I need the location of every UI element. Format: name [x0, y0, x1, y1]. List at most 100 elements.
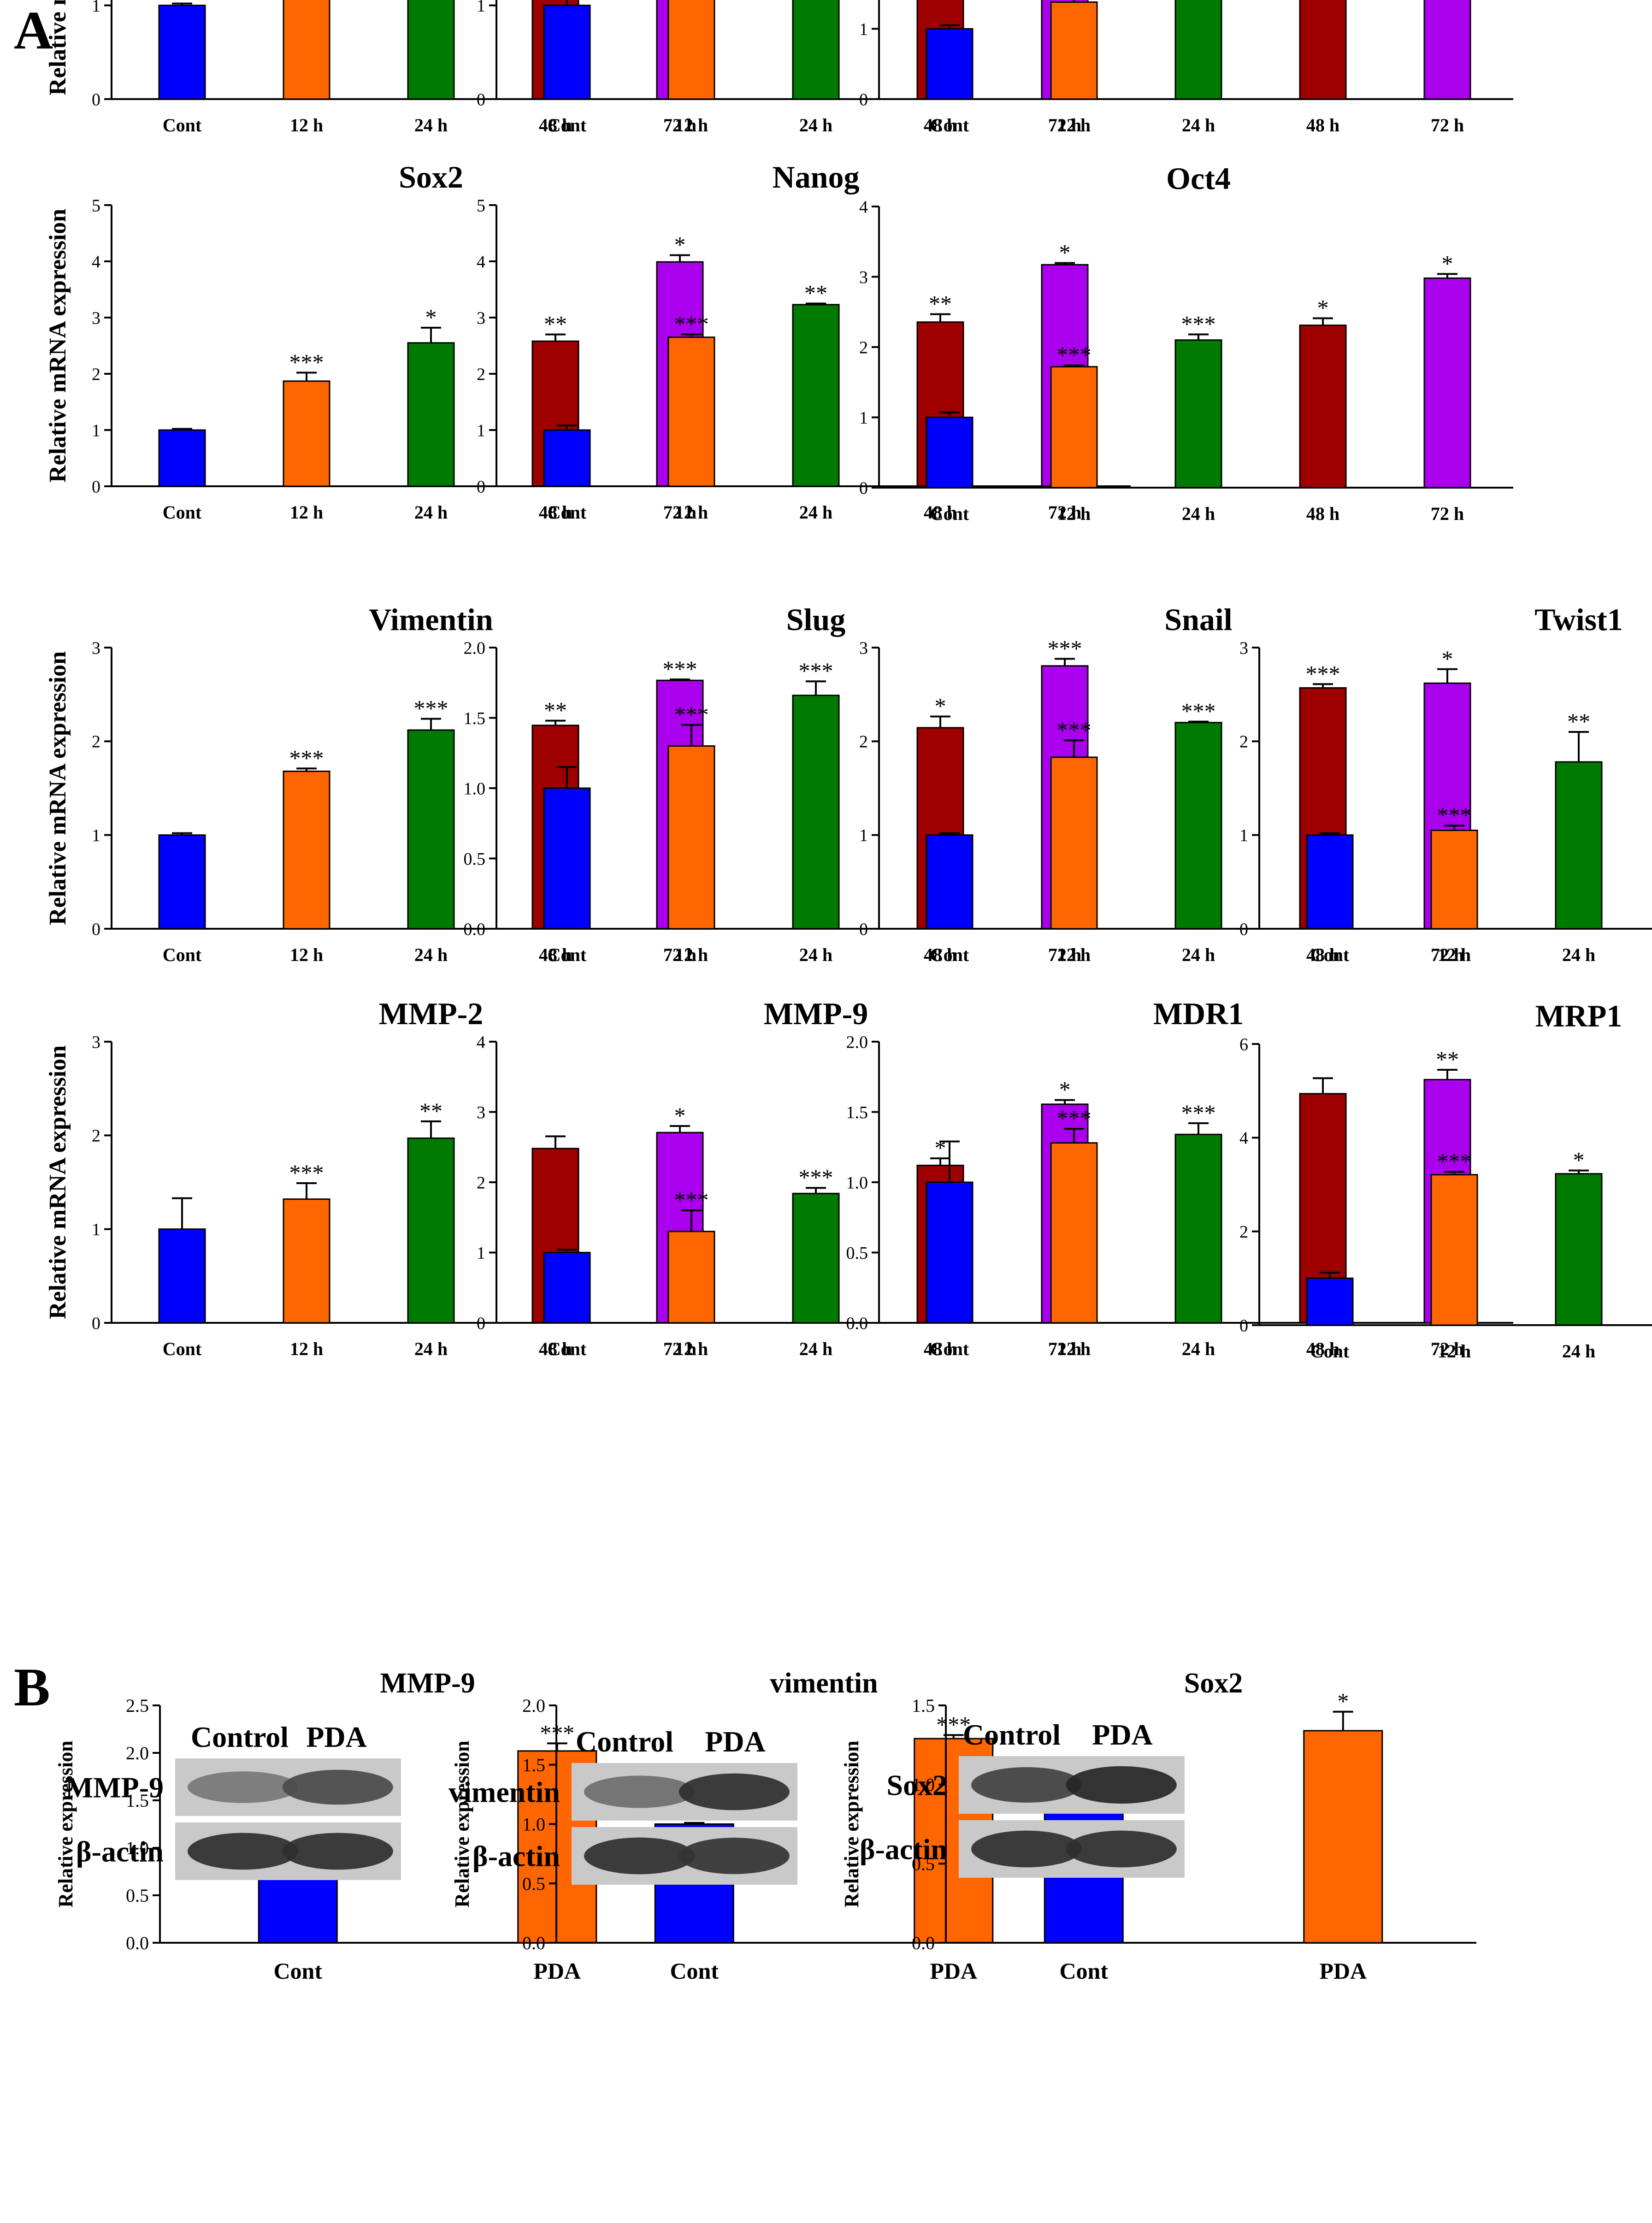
x-tick-label: 72 h: [663, 115, 696, 136]
y-tick-label: 0.5: [846, 1244, 868, 1263]
chart-9: Snail 0 1 2 3 Cont *** 12 h *** 24 h *** 48 h * 72 h: [859, 602, 1513, 965]
x-tick-label: 72 h: [1431, 1339, 1464, 1359]
panel-label-b: B: [14, 1657, 50, 1717]
x-tick-label: Cont: [1310, 1341, 1350, 1362]
bar-48h: [1299, 324, 1347, 489]
blot-3: Control PDA Sox2 β-actin: [860, 1718, 1185, 1878]
y-tick-label: 2: [1239, 732, 1248, 752]
y-tick-label: 4: [859, 197, 868, 217]
x-tick-label: 48 h: [539, 115, 572, 136]
y-tick-label: 1: [92, 1220, 100, 1239]
y-tick-label: 2: [92, 732, 100, 752]
chart-title: Vimentin: [369, 602, 493, 637]
y-tick-label: 0: [859, 90, 868, 109]
x-tick-label: 48 h: [1306, 115, 1339, 136]
x-tick-label: 48 h: [924, 115, 957, 136]
x-tick-label: Cont: [548, 1339, 587, 1359]
bar-24h: [792, 695, 840, 930]
y-tick-label: 3: [92, 638, 100, 658]
bar-cont: [543, 1252, 591, 1324]
bar-12h: [1430, 1174, 1478, 1326]
chart-title: MRP1: [1535, 998, 1622, 1033]
x-tick-label: 72 h: [1048, 944, 1081, 965]
y-tick-label: 1: [477, 0, 485, 16]
bar-24h: [1174, 0, 1222, 100]
significance-label: *: [425, 304, 437, 330]
bar-24h: [792, 304, 840, 487]
y-axis-label: Relative mRNA expression: [45, 0, 71, 95]
bar-12h: [667, 1231, 715, 1324]
y-tick-label: 5: [477, 196, 485, 215]
bar-12h: [667, 745, 715, 930]
x-tick-label: 72 h: [1048, 502, 1081, 523]
chart-title: Oct4: [1166, 161, 1231, 196]
y-tick-label: 1.5: [522, 1755, 545, 1775]
y-tick-label: 0: [92, 920, 100, 939]
bar-cont: [1306, 834, 1354, 930]
y-tick-label: 2: [1239, 1222, 1248, 1242]
y-tick-label: 0.0: [522, 1933, 545, 1953]
bar-cont: [926, 1181, 974, 1324]
y-axis-label: Relative expression: [54, 1740, 77, 1907]
y-tick-label: 0.5: [522, 1873, 545, 1894]
x-tick-label: 12 h: [1438, 944, 1471, 965]
y-tick-label: 4: [92, 252, 100, 271]
y-tick-label: 1: [92, 826, 100, 845]
x-tick-label: 72 h: [1048, 115, 1081, 136]
significance-label: ***: [414, 696, 448, 721]
y-tick-label: 1: [859, 20, 868, 39]
blot-row-label: MMP-9: [65, 1771, 164, 1804]
x-tick-label: 48 h: [1306, 944, 1339, 965]
blot-1: Control PDA MMP-9 β-actin: [65, 1721, 401, 1880]
x-tick-label: Cont: [930, 944, 969, 965]
y-tick-label: 0: [92, 90, 100, 109]
y-tick-label: 2: [859, 732, 868, 752]
blot-row-label: β-actin: [76, 1835, 164, 1868]
chart-title: MMP-2: [379, 996, 484, 1031]
x-tick-label: 72 h: [1431, 944, 1464, 965]
chart-title: MMP-9: [764, 996, 868, 1031]
x-tick-label: 48 h: [539, 1339, 572, 1359]
bar-12h: [1050, 756, 1098, 930]
significance-label: ***: [1181, 698, 1216, 724]
x-tick-label: 24 h: [1182, 503, 1215, 524]
bar-24h: [407, 1137, 455, 1324]
blot-row-label: β-actin: [472, 1840, 560, 1873]
y-tick-label: 1.0: [912, 1775, 935, 1795]
x-tick-label: 24 h: [799, 1339, 832, 1359]
bar-cont: [926, 417, 974, 489]
y-tick-label: 0.5: [126, 1885, 149, 1906]
x-tick-label: Cont: [670, 1958, 719, 1984]
significance-label: ***: [1181, 1100, 1216, 1126]
bar-12h: [1430, 830, 1478, 930]
y-tick-label: 2.0: [846, 1032, 868, 1052]
x-tick-label: Cont: [163, 115, 202, 136]
y-tick-label: 1.5: [126, 1790, 149, 1811]
x-tick-label: 72 h: [1431, 115, 1464, 136]
significance-label: *: [674, 232, 686, 258]
x-tick-label: 48 h: [1306, 1339, 1339, 1359]
x-tick-label: 48 h: [924, 502, 957, 523]
chart-title: Sox2: [399, 159, 463, 195]
chart-7: Vimentin 0 1 2 3 Relative mRNA expression Cont…: [45, 602, 746, 965]
y-tick-label: 0: [1239, 1316, 1248, 1335]
x-tick-label: Cont: [163, 502, 202, 523]
chart-title: Nanog: [773, 159, 860, 195]
y-tick-label: 1: [92, 421, 100, 440]
x-tick-label: Cont: [548, 944, 587, 965]
x-tick-label: 72 h: [663, 1339, 696, 1359]
bar-24h: [792, 0, 840, 100]
chart-2: CD1170123Cont***12 h***24 h*48 h**72 h: [477, 0, 1131, 136]
significance-label: ***: [936, 1711, 971, 1737]
chart-1: CD440123Relative mRNA expressionCont***1…: [45, 0, 746, 136]
x-tick-label: Cont: [163, 944, 202, 965]
chart-title: Snail: [1164, 602, 1232, 637]
x-tick-label: 24 h: [1182, 115, 1215, 136]
y-tick-label: 4: [477, 252, 485, 271]
y-tick-label: 1.5: [464, 709, 486, 728]
bar-24h: [792, 1192, 840, 1324]
western-blots: Control PDA MMP-9 β-actin Control PDA vimentin…: [65, 1718, 1185, 1885]
significance-label: ***: [674, 311, 709, 337]
x-tick-label: 24 h: [799, 115, 832, 136]
